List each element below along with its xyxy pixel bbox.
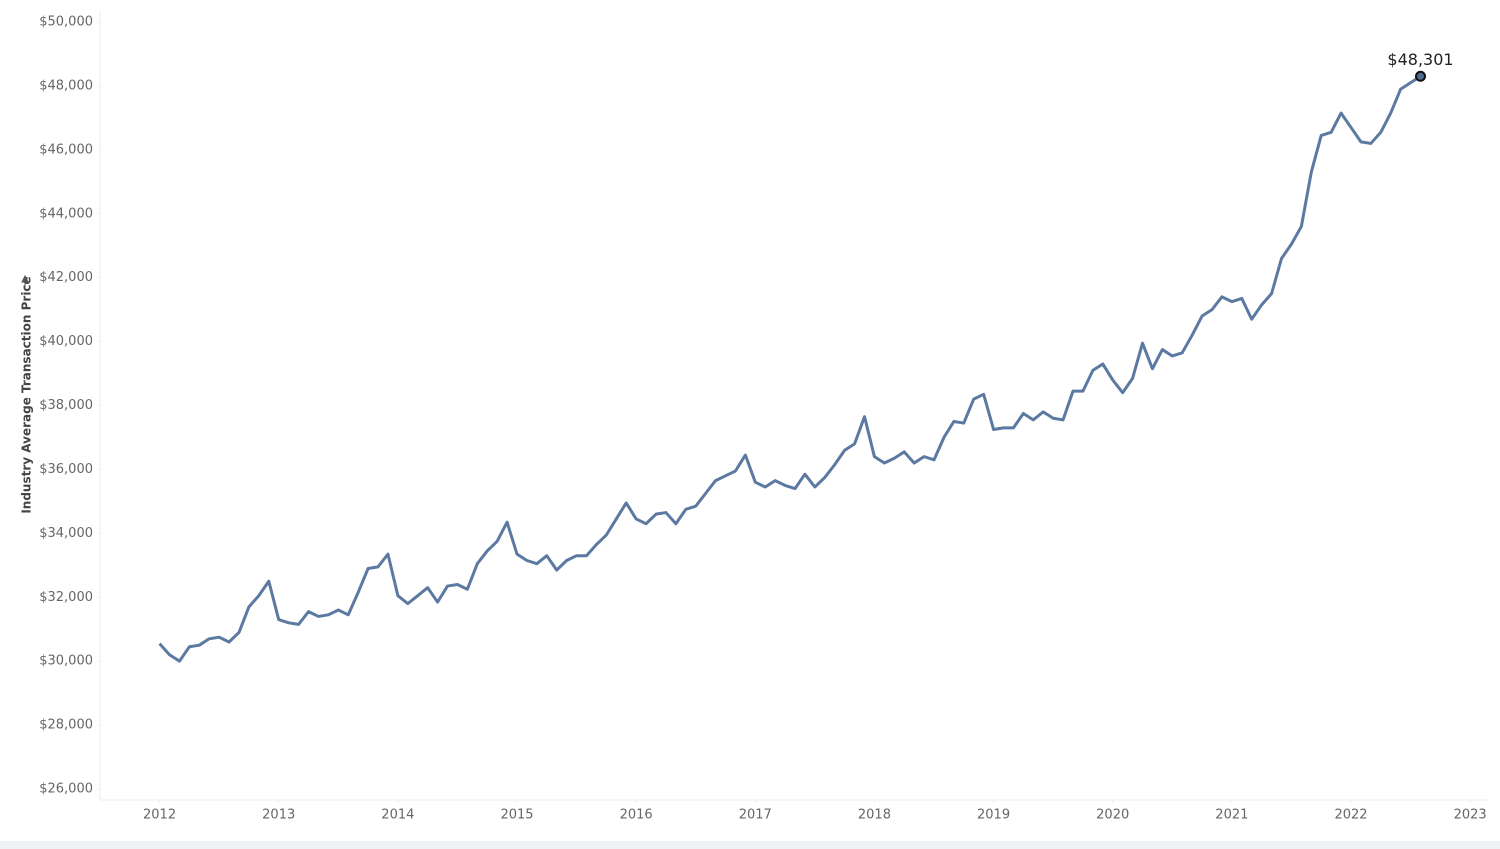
x-tick-label: 2017 — [739, 808, 772, 823]
x-tick-label: 2014 — [381, 808, 414, 823]
y-tick-label: $50,000 — [39, 15, 93, 30]
series-line — [158, 75, 1422, 663]
y-tick-label: $26,000 — [39, 782, 93, 797]
x-tick-label: 2015 — [500, 808, 533, 823]
y-tick-label: $44,000 — [39, 206, 93, 221]
x-tick-label: 2023 — [1454, 808, 1487, 823]
y-axis-title: Industry Average Transaction Price — [20, 276, 34, 513]
x-tick-label: 2019 — [977, 808, 1010, 823]
y-tick-label: $40,000 — [39, 334, 93, 349]
y-tick-label: $42,000 — [39, 270, 93, 285]
end-marker — [1415, 70, 1426, 82]
x-tick-label: 2020 — [1096, 808, 1129, 823]
y-tick-label: $38,000 — [39, 398, 93, 413]
y-tick-label: $48,000 — [39, 78, 93, 93]
x-tick-label: 2021 — [1215, 808, 1248, 823]
pin-icon[interactable] — [21, 274, 29, 288]
value-label: $48,301 — [1387, 50, 1453, 69]
x-tick-label: 2018 — [858, 808, 891, 823]
y-tick-label: $36,000 — [39, 462, 93, 477]
y-tick-label: $28,000 — [39, 718, 93, 733]
footer-strip — [0, 841, 1500, 849]
y-tick-label: $34,000 — [39, 526, 93, 541]
y-tick-label: $46,000 — [39, 142, 93, 157]
y-tick-label: $32,000 — [39, 590, 93, 605]
y-tick-label: $30,000 — [39, 654, 93, 669]
x-tick-label: 2013 — [262, 808, 295, 823]
x-tick-label: 2022 — [1334, 808, 1367, 823]
x-tick-label: 2012 — [143, 808, 176, 823]
x-tick-label: 2016 — [620, 808, 653, 823]
